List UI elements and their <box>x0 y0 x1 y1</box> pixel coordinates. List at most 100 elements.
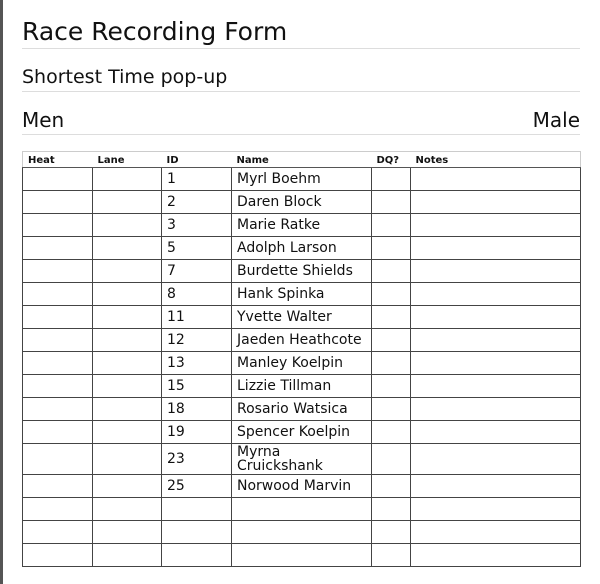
cell-name: Yvette Walter <box>231 305 372 329</box>
cell-notes <box>410 190 581 214</box>
cell-notes <box>410 497 581 521</box>
col-heat: Heat <box>22 151 93 168</box>
cell-notes <box>410 305 581 329</box>
cell-heat <box>22 282 93 306</box>
cell-notes <box>410 351 581 375</box>
group-gender: Male <box>532 108 580 132</box>
cell-lane <box>92 520 162 544</box>
cell-dq <box>371 520 411 544</box>
table-row: 3 Marie Ratke <box>22 213 581 237</box>
cell-heat <box>22 190 93 214</box>
col-lane: Lane <box>92 151 162 168</box>
table-row <box>22 543 581 567</box>
cell-heat <box>22 213 93 237</box>
cell-lane <box>92 167 162 191</box>
col-name: Name <box>231 151 372 168</box>
cell-lane <box>92 328 162 352</box>
cell-notes <box>410 236 581 260</box>
cell-id: 3 <box>161 213 232 237</box>
cell-dq <box>371 443 411 475</box>
cell-lane <box>92 474 162 498</box>
cell-notes <box>410 167 581 191</box>
cell-heat <box>22 374 93 398</box>
table-row: 12 Jaeden Heathcote <box>22 328 581 352</box>
cell-id: 19 <box>161 420 232 444</box>
cell-lane <box>92 351 162 375</box>
cell-id: 12 <box>161 328 232 352</box>
cell-heat <box>22 236 93 260</box>
cell-lane <box>92 397 162 421</box>
page-title: Race Recording Form <box>22 0 580 49</box>
cell-name: Burdette Shields <box>231 259 372 283</box>
table-row: 8 Hank Spinka <box>22 282 581 306</box>
cell-id: 13 <box>161 351 232 375</box>
cell-lane <box>92 236 162 260</box>
table-row: 15 Lizzie Tillman <box>22 374 581 398</box>
cell-name: Myrna Cruickshank <box>231 443 372 475</box>
cell-id: 11 <box>161 305 232 329</box>
cell-notes <box>410 213 581 237</box>
cell-dq <box>371 167 411 191</box>
cell-lane <box>92 543 162 567</box>
table-row: 18 Rosario Watsica <box>22 397 581 421</box>
cell-name: Manley Koelpin <box>231 351 372 375</box>
cell-lane <box>92 190 162 214</box>
cell-notes <box>410 328 581 352</box>
cell-name <box>231 497 372 521</box>
table-row: 1 Myrl Boehm <box>22 167 581 191</box>
cell-notes <box>410 420 581 444</box>
cell-heat <box>22 259 93 283</box>
cell-dq <box>371 190 411 214</box>
table-row: 7 Burdette Shields <box>22 259 581 283</box>
cell-dq <box>371 397 411 421</box>
cell-dq <box>371 497 411 521</box>
cell-id: 7 <box>161 259 232 283</box>
cell-notes <box>410 282 581 306</box>
cell-heat <box>22 328 93 352</box>
cell-id: 1 <box>161 167 232 191</box>
cell-heat <box>22 351 93 375</box>
cell-name: Spencer Koelpin <box>231 420 372 444</box>
cell-name: Myrl Boehm <box>231 167 372 191</box>
cell-dq <box>371 543 411 567</box>
cell-id: 8 <box>161 282 232 306</box>
col-dq: DQ? <box>371 151 411 168</box>
cell-id: 2 <box>161 190 232 214</box>
cell-notes <box>410 259 581 283</box>
cell-heat <box>22 397 93 421</box>
cell-heat <box>22 497 93 521</box>
cell-notes <box>410 520 581 544</box>
table-row: 13 Manley Koelpin <box>22 351 581 375</box>
cell-id: 5 <box>161 236 232 260</box>
cell-name: Daren Block <box>231 190 372 214</box>
table-header-row: Heat Lane ID Name DQ? Notes <box>22 151 581 168</box>
table-row <box>22 497 581 521</box>
cell-dq <box>371 236 411 260</box>
cell-notes <box>410 443 581 475</box>
cell-lane <box>92 259 162 283</box>
cell-dq <box>371 282 411 306</box>
table-row: 23 Myrna Cruickshank <box>22 443 581 475</box>
race-table: Heat Lane ID Name DQ? Notes 1 Myrl Boehm 2… <box>22 151 581 567</box>
cell-id <box>161 543 232 567</box>
table-row: 19 Spencer Koelpin <box>22 420 581 444</box>
cell-name: Lizzie Tillman <box>231 374 372 398</box>
cell-lane <box>92 213 162 237</box>
cell-notes <box>410 397 581 421</box>
cell-lane <box>92 420 162 444</box>
cell-id: 23 <box>161 443 232 475</box>
cell-heat <box>22 305 93 329</box>
cell-notes <box>410 474 581 498</box>
cell-id <box>161 520 232 544</box>
cell-id: 25 <box>161 474 232 498</box>
cell-name: Norwood Marvin <box>231 474 372 498</box>
cell-heat <box>22 420 93 444</box>
cell-notes <box>410 543 581 567</box>
cell-dq <box>371 328 411 352</box>
cell-heat <box>22 474 93 498</box>
table-row: 25 Norwood Marvin <box>22 474 581 498</box>
cell-dq <box>371 420 411 444</box>
cell-dq <box>371 474 411 498</box>
cell-lane <box>92 443 162 475</box>
cell-name: Marie Ratke <box>231 213 372 237</box>
